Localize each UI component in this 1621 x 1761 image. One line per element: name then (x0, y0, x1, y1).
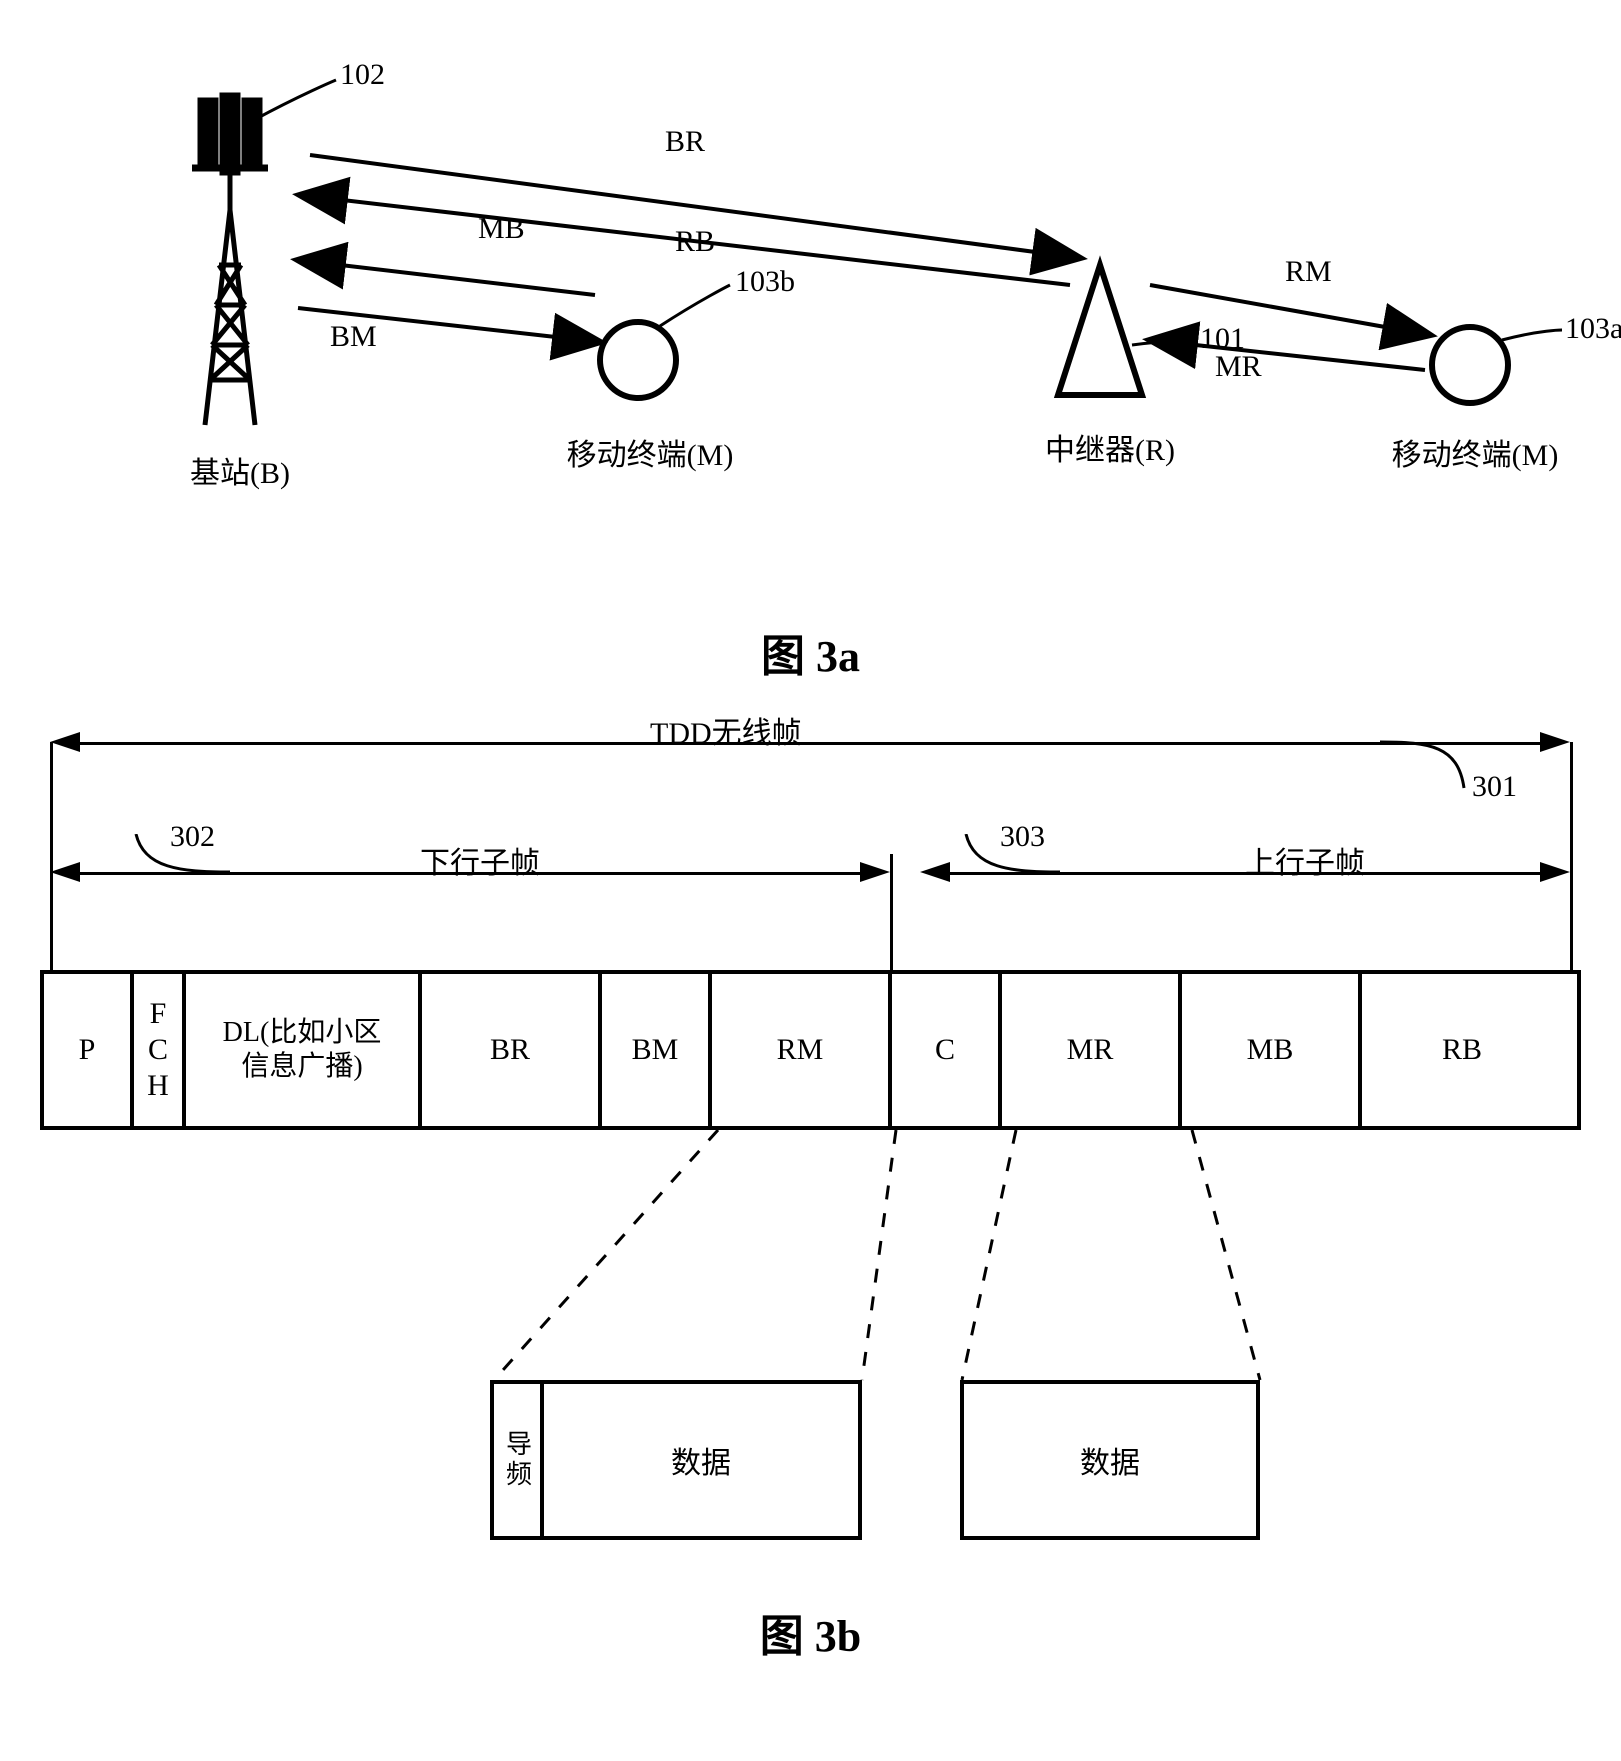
ref-301: 301 (1472, 770, 1517, 804)
cell-mr: MR (1002, 974, 1182, 1126)
detail-wrap: 导频 数据 数据 (40, 1130, 1581, 1560)
link-rm (1150, 285, 1430, 335)
cell-br: BR (422, 974, 602, 1126)
cell-bm: BM (602, 974, 712, 1126)
label-rb: RB (675, 225, 715, 259)
fig-3b-title: 图 3b (40, 1600, 1581, 1664)
ref-103b: 103b (735, 265, 795, 299)
label-br: BR (665, 125, 705, 159)
dimension-block: TDD无线帧 301 302 下行子帧 303 上行子帧 (40, 714, 1581, 974)
label-mt-a: 移动终端(M) (1375, 430, 1575, 474)
label-mb: MB (478, 212, 525, 246)
label-bm: BM (330, 320, 377, 354)
label-base: 基站(B) (180, 448, 300, 492)
cell-dl: DL(比如小区 信息广播) (186, 974, 422, 1126)
base-station-icon (192, 80, 336, 425)
mobile-b-icon (600, 285, 730, 398)
detail-pilot-label: 导频 (499, 1430, 536, 1490)
cell-fch: F C H (134, 974, 186, 1126)
label-mt-b: 移动终端(M) (550, 430, 750, 474)
figure-3a: 102 103b 101 103a BR RB MB BM RM MR 基站(B… (40, 40, 1581, 580)
cell-rb: RB (1362, 974, 1562, 1126)
label-rm: RM (1285, 255, 1332, 289)
label-mr: MR (1215, 350, 1262, 384)
relay-icon (1058, 265, 1198, 395)
cell-c: C (892, 974, 1002, 1126)
detail-rm-data: 数据 (544, 1384, 858, 1536)
link-mr (1150, 340, 1425, 370)
detail-rm: 导频 数据 (490, 1380, 862, 1540)
fig-3a-title: 图 3a (40, 620, 1581, 684)
ref-102: 102 (340, 58, 385, 92)
detail-lead-lines (40, 1130, 1581, 1390)
dim-frame-label: TDD无线帧 (650, 708, 802, 752)
cell-mb: MB (1182, 974, 1362, 1126)
label-relay: 中继器(R) (1010, 425, 1210, 469)
ref-103a: 103a (1565, 312, 1621, 346)
dim-ul-label: 上行子帧 (1245, 838, 1365, 882)
detail-mr-data: 数据 (964, 1384, 1256, 1536)
dim-dl-label: 下行子帧 (420, 838, 540, 882)
detail-mr: 数据 (960, 1380, 1260, 1540)
link-mb (298, 260, 595, 295)
frame-row: P F C H DL(比如小区 信息广播) BR BM RM C MR MB R… (40, 970, 1581, 1130)
ref-302: 302 (170, 820, 215, 854)
mobile-a-icon (1432, 327, 1562, 403)
figure-3b: TDD无线帧 301 302 下行子帧 303 上行子帧 P F C H DL(… (40, 714, 1581, 1560)
cell-p: P (44, 974, 134, 1126)
ref-303: 303 (1000, 820, 1045, 854)
cell-rm: RM (712, 974, 892, 1126)
